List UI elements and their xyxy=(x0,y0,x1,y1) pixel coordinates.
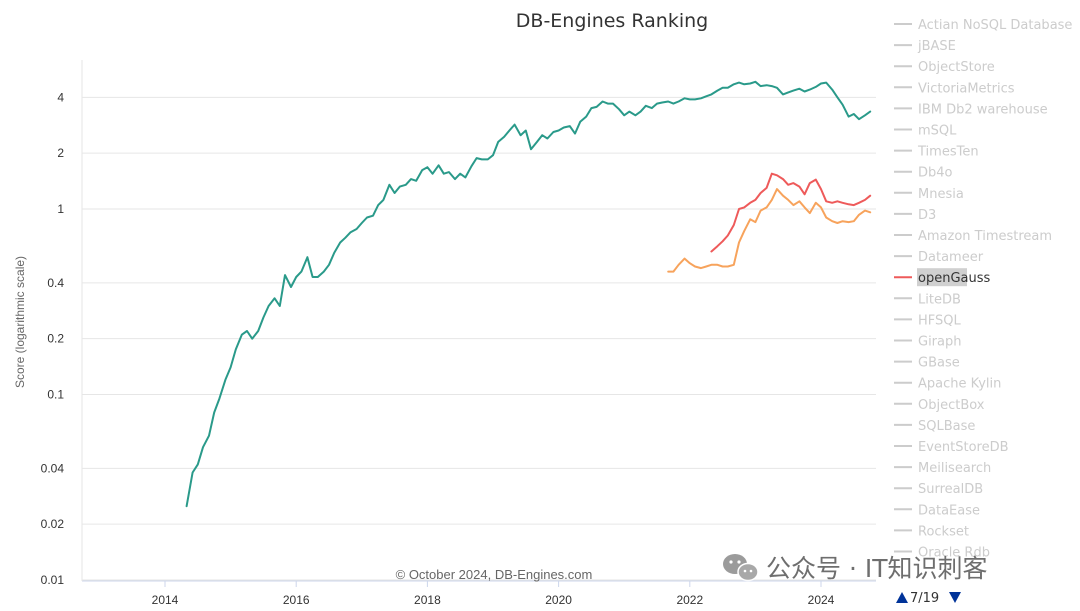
legend-item[interactable]: LiteDB xyxy=(894,292,961,307)
legend-item[interactable]: Apache Kylin xyxy=(894,377,1001,392)
y-tick-label: 0.4 xyxy=(47,276,64,290)
x-tick-label: 2022 xyxy=(676,593,703,607)
legend-item[interactable]: SurrealDB xyxy=(894,482,983,497)
credits: © October 2024, DB-Engines.com xyxy=(396,567,593,582)
legend-pager: 7/19 xyxy=(896,591,961,606)
series-line-1[interactable] xyxy=(185,80,872,508)
legend-item[interactable]: ObjectBox xyxy=(894,398,985,413)
series-line-3[interactable] xyxy=(667,188,872,273)
legend-label: Db4o xyxy=(918,166,953,181)
legend-label: HFSQL xyxy=(918,313,962,328)
legend-label: LiteDB xyxy=(918,292,961,307)
legend-label: EventStoreDB xyxy=(918,440,1009,455)
legend-item[interactable]: DataEase xyxy=(894,503,980,518)
legend-label: TimesTen xyxy=(917,145,979,160)
legend-label: openGauss xyxy=(918,271,990,286)
legend-item[interactable]: Giraph xyxy=(894,335,962,350)
legend-label: Actian NoSQL Database xyxy=(918,18,1072,33)
series-line-2[interactable] xyxy=(710,172,872,253)
legend-label: Mnesia xyxy=(918,187,964,202)
pager-text: 7/19 xyxy=(910,591,939,606)
legend-item[interactable]: SQLBase xyxy=(894,419,975,434)
legend-label: DataEase xyxy=(918,503,980,518)
legend-label: Apache Kylin xyxy=(918,377,1001,392)
legend-item[interactable]: openGauss xyxy=(894,268,990,287)
x-tick-label: 2018 xyxy=(414,593,441,607)
y-tick-label: 0.02 xyxy=(41,517,65,531)
legend-label: Datameer xyxy=(918,250,984,265)
legend-label: jBASE xyxy=(917,39,956,54)
legend-label: Amazon Timestream xyxy=(918,229,1052,244)
legend-label: Meilisearch xyxy=(918,461,991,476)
legend-item[interactable]: HFSQL xyxy=(894,313,962,328)
legend-label: ObjectBox xyxy=(918,398,985,413)
legend-item[interactable]: jBASE xyxy=(894,39,956,54)
pager-down-arrow-icon[interactable] xyxy=(949,592,961,603)
legend-item[interactable]: IBM Db2 warehouse xyxy=(894,102,1048,117)
watermark: 公众号 · IT知识刺客 xyxy=(723,554,988,583)
legend-label: mSQL xyxy=(918,124,957,139)
y-tick-label: 1 xyxy=(57,202,64,216)
legend-label: ObjectStore xyxy=(918,60,995,75)
x-tick-label: 2024 xyxy=(808,593,835,607)
legend-item[interactable]: Mnesia xyxy=(894,187,964,202)
legend-item[interactable]: EventStoreDB xyxy=(894,440,1009,455)
legend-item[interactable]: D3 xyxy=(894,208,936,223)
legend-item[interactable]: TimesTen xyxy=(894,145,979,160)
legend-item[interactable]: Rockset xyxy=(894,524,969,539)
legend-label: D3 xyxy=(918,208,936,223)
y-tick-label: 4 xyxy=(57,90,64,104)
legend-label: Rockset xyxy=(918,524,969,539)
legend-item[interactable]: Db4o xyxy=(894,166,953,181)
legend-label: Oracle Rdb xyxy=(918,546,990,561)
y-tick-label: 2 xyxy=(57,146,64,160)
legend-label: VictoriaMetrics xyxy=(918,81,1015,96)
chart-title: DB-Engines Ranking xyxy=(516,10,708,32)
legend-item[interactable]: Amazon Timestream xyxy=(894,229,1052,244)
y-axis: 0.01 0.02 0.04 0.1 0.2 0.4 1 2 4 xyxy=(41,90,65,587)
grid xyxy=(82,96,876,581)
legend-label: SQLBase xyxy=(918,419,975,434)
watermark-text: 公众号 · IT知识刺客 xyxy=(766,554,988,583)
legend-item[interactable]: GBase xyxy=(894,356,960,371)
pager-up-arrow-icon[interactable] xyxy=(896,592,908,603)
legend-item[interactable]: VictoriaMetrics xyxy=(894,81,1015,96)
legend-label: GBase xyxy=(918,356,960,371)
y-tick-label: 0.01 xyxy=(41,573,65,587)
legend-item[interactable]: mSQL xyxy=(894,124,957,139)
legend-label: SurrealDB xyxy=(918,482,983,497)
x-tick-label: 2014 xyxy=(152,593,179,607)
legend-item[interactable]: Datameer xyxy=(894,250,984,265)
y-tick-label: 0.1 xyxy=(47,388,64,402)
y-tick-label: 0.2 xyxy=(47,332,64,346)
x-axis: 2014 2016 2018 2020 2022 2024 xyxy=(81,60,876,607)
x-tick-label: 2016 xyxy=(283,593,310,607)
legend: Actian NoSQL Database jBASE ObjectStore Vic… xyxy=(894,18,1072,561)
legend-item[interactable]: ObjectStore xyxy=(894,60,995,75)
plot-area xyxy=(185,80,872,508)
wechat-icon xyxy=(723,554,759,582)
legend-item[interactable]: Oracle Rdb xyxy=(894,546,990,561)
legend-label: IBM Db2 warehouse xyxy=(918,102,1048,117)
legend-item[interactable]: Meilisearch xyxy=(894,461,991,476)
legend-label: Giraph xyxy=(918,335,962,350)
legend-item[interactable]: Actian NoSQL Database xyxy=(894,18,1072,33)
y-axis-label: Score (logarithmic scale) xyxy=(13,256,27,388)
legend-highlight xyxy=(917,268,967,287)
x-tick-label: 2020 xyxy=(545,593,572,607)
y-tick-label: 0.04 xyxy=(41,461,65,475)
